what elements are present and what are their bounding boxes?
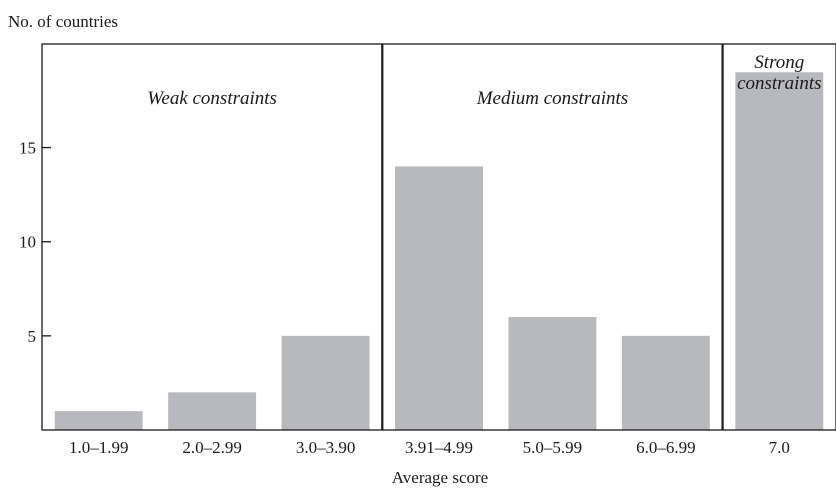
x-tick-label: 5.0–5.99 [523, 438, 583, 457]
bar-5 [508, 317, 597, 430]
y-tick-label: 5 [28, 327, 37, 346]
bar-7 [735, 72, 824, 431]
x-tick-label: 1.0–1.99 [69, 438, 129, 457]
x-tick-label: 6.0–6.99 [636, 438, 696, 457]
y-axis-label: No. of countries [8, 12, 118, 31]
x-axis-label: Average score [392, 468, 488, 487]
bar-3 [281, 335, 370, 430]
bar-1 [54, 411, 143, 430]
group-label: Strong constraints [737, 52, 821, 94]
bar-4 [395, 166, 483, 430]
x-tick-label: 3.91–4.99 [405, 438, 473, 457]
y-tick-label: 10 [19, 233, 36, 252]
group-label: Weak constraints [147, 88, 277, 109]
y-tick-label: 15 [19, 139, 36, 158]
x-tick-label: 7.0 [769, 438, 790, 457]
plot-frame [41, 43, 836, 431]
x-tick-label: 2.0–2.99 [182, 438, 242, 457]
bar-6 [621, 335, 710, 430]
x-tick-label: 3.0–3.90 [296, 438, 356, 457]
bar-2 [168, 392, 257, 430]
group-label: Medium constraints [476, 88, 628, 109]
